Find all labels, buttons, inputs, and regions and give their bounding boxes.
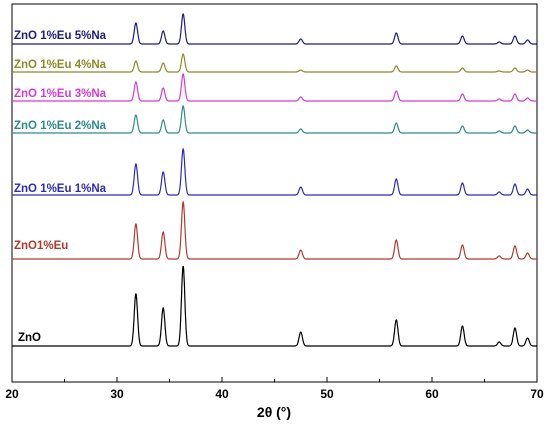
series-line-6 <box>12 12 537 45</box>
series-line-0 <box>12 265 537 347</box>
x-tick-label-1: 30 <box>110 387 124 401</box>
series-line-5 <box>12 53 537 73</box>
series-line-3 <box>12 105 537 134</box>
series-label-6: ZnO 1%Eu 5%Na <box>14 30 107 42</box>
series-line-4 <box>12 73 537 102</box>
series-label-2: ZnO 1%Eu 1%Na <box>14 183 107 195</box>
x-tick-label-2: 40 <box>215 387 229 401</box>
series-labels-group: ZnO ZnO1%Eu ZnO 1%Eu 1%Na ZnO 1%Eu 2%Na ZnO … <box>14 30 107 344</box>
x-tick-label-0: 20 <box>5 387 19 401</box>
traces-group <box>12 12 537 347</box>
x-tick-label-5: 70 <box>530 387 544 401</box>
x-ticks-group: 20 30 40 50 60 70 <box>5 377 544 401</box>
x-axis-title: 2θ (°) <box>257 404 291 420</box>
series-label-3: ZnO 1%Eu 2%Na <box>14 120 107 132</box>
series-line-2 <box>12 147 537 196</box>
series-label-4: ZnO 1%Eu 3%Na <box>14 88 107 100</box>
series-label-0: ZnO <box>18 332 41 344</box>
x-tick-label-4: 60 <box>425 387 439 401</box>
series-label-5: ZnO 1%Eu 4%Na <box>14 59 107 71</box>
series-label-1: ZnO1%Eu <box>14 240 68 252</box>
x-tick-label-3: 50 <box>320 387 334 401</box>
series-line-1 <box>12 200 537 260</box>
